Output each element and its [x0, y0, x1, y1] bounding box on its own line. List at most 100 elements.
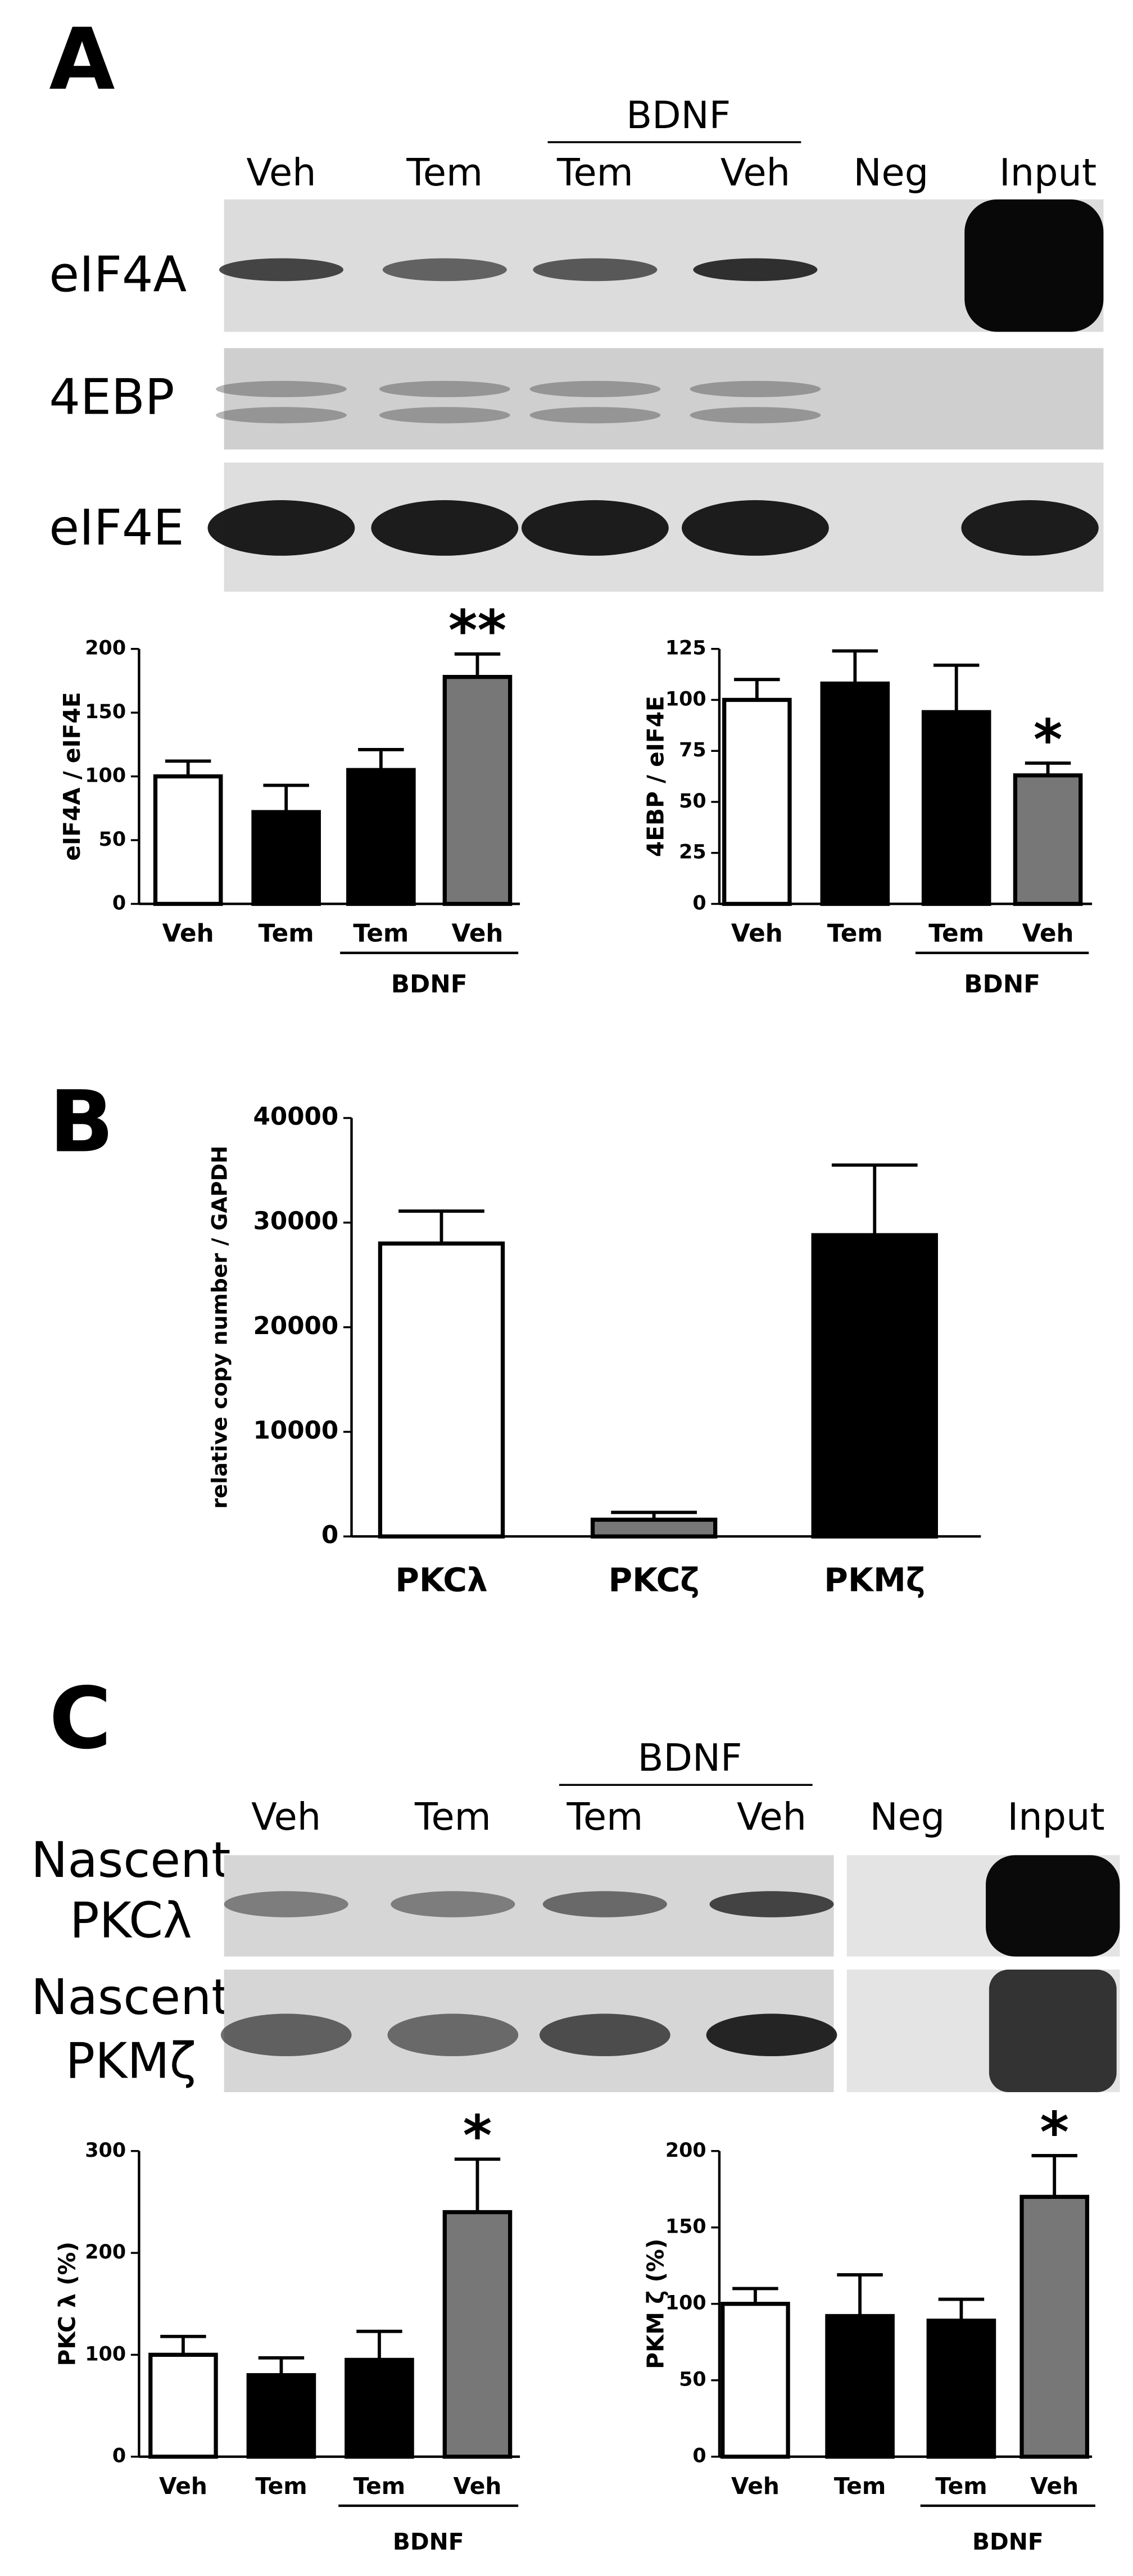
y-tick-label: 100 [85, 2343, 126, 2365]
panel-label: A [49, 10, 115, 109]
y-tick-label: 200 [85, 637, 126, 660]
bar [148, 2352, 218, 2459]
x-tick-label: Veh [1022, 920, 1074, 948]
significance-label: ** [448, 598, 506, 663]
y-tick-label: 10000 [253, 1417, 339, 1445]
bar [246, 2373, 316, 2459]
x-tick-label: Tem [354, 2473, 405, 2500]
blot-band [220, 2013, 352, 2057]
bar [442, 2210, 513, 2459]
blot-band [533, 258, 658, 282]
blot-band [989, 1969, 1117, 2093]
lane-label: Tem [566, 1795, 643, 1839]
x-tick-label: PKCλ [395, 1561, 488, 1599]
lane-label: Neg [870, 1795, 945, 1839]
blot-band [690, 407, 821, 424]
y-tick-label: 125 [665, 637, 706, 660]
x-tick-label: Veh [451, 920, 503, 948]
y-tick-label: 0 [112, 2445, 126, 2468]
y-tick-label: 25 [679, 841, 706, 864]
y-tick-label: 75 [679, 739, 706, 761]
x-tick-label: Tem [827, 920, 883, 948]
x-tick-label: Veh [162, 920, 214, 948]
blot-row-label: eIF4A [49, 246, 187, 303]
x-tick-label: Tem [259, 920, 314, 948]
lane-label: Tem [414, 1795, 491, 1839]
x-tick-label: Tem [255, 2473, 307, 2500]
group-label: BDNF [964, 970, 1040, 999]
group-label: BDNF [972, 2528, 1044, 2555]
lane-label: Tem [556, 151, 633, 194]
bar [820, 681, 890, 906]
x-tick-label: Veh [731, 2473, 779, 2500]
blot-band [391, 1891, 515, 1917]
y-tick-label: 0 [321, 1521, 338, 1549]
blot-band [382, 258, 507, 282]
blot-band [542, 1891, 667, 1917]
blot-band [529, 407, 661, 424]
bar [153, 774, 223, 906]
blot-band [224, 1891, 348, 1917]
x-tick-label: Veh [1030, 2473, 1078, 2500]
blot-band [529, 380, 661, 397]
y-tick-label: 300 [85, 2139, 126, 2162]
blot-band [219, 258, 343, 282]
y-tick-label: 0 [692, 892, 706, 914]
significance-label: * [463, 2104, 492, 2169]
y-tick-label: 0 [692, 2445, 706, 2468]
blot-row-label: PKCλ [70, 1892, 192, 1949]
lane-label: Input [999, 151, 1096, 194]
lane-label: Neg [854, 151, 929, 194]
y-tick-label: 50 [679, 2369, 706, 2391]
y-tick-label: 150 [85, 701, 126, 723]
bar [720, 2302, 790, 2459]
blot-band [693, 258, 818, 282]
y-tick-label: 50 [679, 790, 706, 813]
y-tick-label: 100 [665, 688, 706, 710]
blot-row-label: 4EBP [49, 369, 174, 426]
bar [1013, 773, 1083, 906]
y-tick-label: 30000 [253, 1208, 339, 1236]
bar [926, 2318, 996, 2459]
bar [722, 697, 792, 906]
blot-band [207, 500, 355, 556]
x-tick-label: Tem [928, 920, 984, 948]
lane-label: Veh [246, 151, 316, 194]
bar [811, 1233, 938, 1539]
blot-band [690, 380, 821, 397]
lane-label: Tem [406, 151, 483, 194]
x-tick-label: PKCζ [609, 1561, 700, 1599]
y-axis-label: relative copy number / GAPDH [207, 1146, 232, 1509]
y-tick-label: 40000 [253, 1103, 339, 1131]
bar [346, 768, 416, 906]
blot-group-label: BDNF [638, 1736, 742, 1780]
bar [1019, 2194, 1090, 2459]
blot-band [379, 380, 510, 397]
blot-band [961, 500, 1099, 556]
blot-band [709, 1891, 834, 1917]
blot-band [706, 2013, 837, 2057]
bar [825, 2314, 895, 2459]
significance-label: * [1034, 708, 1063, 772]
blot [224, 348, 1104, 450]
blot-band [682, 500, 829, 556]
lane-label: Veh [251, 1795, 321, 1839]
y-axis-label: 4EBP / eIF4E [642, 696, 669, 857]
bar [378, 1241, 505, 1539]
x-tick-label: Veh [454, 2473, 502, 2500]
blot-band [522, 500, 669, 556]
bar [251, 810, 321, 906]
blot-band [216, 407, 347, 424]
y-tick-label: 150 [665, 2216, 706, 2238]
blot-group-label: BDNF [626, 93, 731, 137]
blot-row-label: eIF4E [49, 499, 184, 556]
blot-band [371, 500, 519, 556]
y-axis-label: eIF4A / eIF4E [58, 692, 85, 860]
significance-label: * [1040, 2100, 1069, 2165]
x-tick-label: Tem [834, 2473, 886, 2500]
x-tick-label: PKMζ [824, 1561, 925, 1599]
y-tick-label: 100 [665, 2292, 706, 2315]
blot-band [964, 199, 1104, 332]
bar [590, 1517, 718, 1539]
